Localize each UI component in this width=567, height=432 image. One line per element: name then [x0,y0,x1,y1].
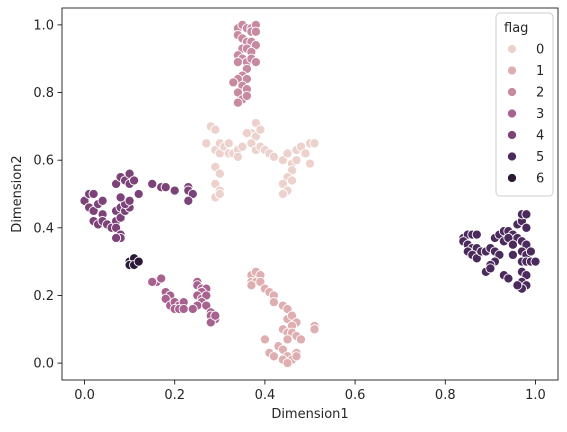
point-flag-5-34 [521,209,532,220]
points-layer [79,19,541,369]
point-flag-5-35 [521,222,532,233]
point-flag-1-33 [291,351,302,362]
x-ticks: 0.0 0.2 0.4 0.6 0.8 1.0 [74,380,546,403]
point-flag-1-35 [309,324,320,335]
point-flag-0-11 [232,151,243,162]
point-flag-4-2 [88,188,99,200]
point-flag-0-18 [214,188,225,200]
point-flag-3-27 [187,303,198,315]
point-flag-4-31 [129,175,140,186]
legend-label-4: 4 [536,129,544,144]
point-flag-0-0 [201,138,212,149]
point-flag-2-20 [232,57,243,68]
legend-marker-1 [506,65,518,76]
point-flag-0-36 [300,148,311,159]
legend-label-6: 6 [536,172,544,187]
point-flag-4-40 [183,195,194,206]
x-tick-label-0: 0.0 [74,388,95,403]
point-flag-0-14 [214,168,225,179]
point-flag-0-23 [241,128,252,139]
point-flag-0-42 [286,175,298,186]
y-tick-label-1: 0.2 [33,289,54,304]
point-flag-4-35 [160,182,171,193]
point-flag-4-6 [97,195,108,206]
legend-label-0: 0 [536,43,544,58]
point-flag-2-8 [250,26,261,37]
point-flag-0-45 [277,188,288,200]
legend-marker-5 [506,151,518,162]
point-flag-0-31 [282,148,293,159]
point-flag-0-8 [223,138,234,149]
point-flag-5-51 [507,249,518,260]
point-flag-0-35 [291,155,302,166]
legend-title: flag [504,21,528,36]
point-flag-0-29 [268,151,279,162]
y-tick-label-2: 0.4 [33,221,54,236]
legend-marker-2 [506,86,518,98]
legend-marker-4 [506,129,518,141]
legend-marker-3 [506,108,518,119]
legend-label-1: 1 [536,64,544,79]
x-tick-label-5: 1.0 [525,388,546,403]
x-axis-label: Dimension1 [271,407,348,422]
point-flag-4-36 [169,185,180,196]
point-flag-1-31 [268,351,279,362]
point-flag-4-24 [124,195,135,206]
point-flag-5-22 [507,239,518,250]
point-flag-5-30 [503,273,514,284]
y-axis-label: Dimension2 [10,155,25,232]
point-flag-1-21 [295,334,307,345]
x-tick-label-3: 0.6 [345,388,366,403]
y-tick-label-3: 0.6 [33,154,54,169]
x-tick-label-1: 0.2 [164,388,185,403]
point-flag-4-19 [111,232,122,244]
point-flag-2-31 [232,97,243,108]
point-flag-5-28 [485,263,496,274]
x-tick-label-4: 0.8 [435,388,456,403]
point-flag-0-38 [309,138,320,149]
point-flag-1-29 [282,358,293,369]
point-flag-3-12 [178,303,189,315]
y-tick-label-4: 0.8 [33,86,54,101]
point-flag-4-33 [147,178,158,189]
legend-label-2: 2 [536,86,544,101]
point-flag-0-39 [304,158,316,169]
y-tick-label-5: 1.0 [33,18,54,33]
legend-items: 0 1 2 3 4 5 6 [506,43,544,187]
point-flag-1-32 [259,334,270,345]
point-flag-3-2 [147,276,158,287]
point-flag-4-32 [133,188,144,200]
legend-marker-6 [506,172,518,184]
point-flag-4-25 [115,192,126,203]
point-flag-6-4 [133,256,144,267]
point-flag-0-2 [210,124,221,135]
point-flag-1-10 [268,297,279,308]
point-flag-5-40 [525,246,536,257]
point-flag-5-3 [471,229,482,240]
legend-label-3: 3 [536,107,544,122]
point-flag-0-12 [237,141,248,152]
point-flag-2-30 [241,90,252,101]
x-tick-label-2: 0.4 [255,388,276,403]
y-ticks: 0.0 0.2 0.4 0.6 0.8 1.0 [33,18,62,372]
legend-label-5: 5 [536,150,544,165]
point-flag-0-30 [277,155,288,166]
point-flag-3-29 [210,310,221,321]
legend: flag 0 1 2 3 4 5 6 [495,12,554,197]
point-flag-1-22 [282,334,293,345]
point-flag-2-19 [250,57,261,68]
point-flag-5-50 [512,280,523,291]
point-flag-5-44 [530,256,541,267]
y-tick-label-0: 0.0 [33,357,54,372]
legend-marker-0 [506,43,518,55]
legend-box [495,12,554,197]
point-flag-2-25 [228,77,239,88]
point-flag-0-22 [255,124,266,135]
point-flag-3-1 [156,273,167,284]
plot-frame [61,7,559,381]
point-flag-1-5 [246,280,257,291]
